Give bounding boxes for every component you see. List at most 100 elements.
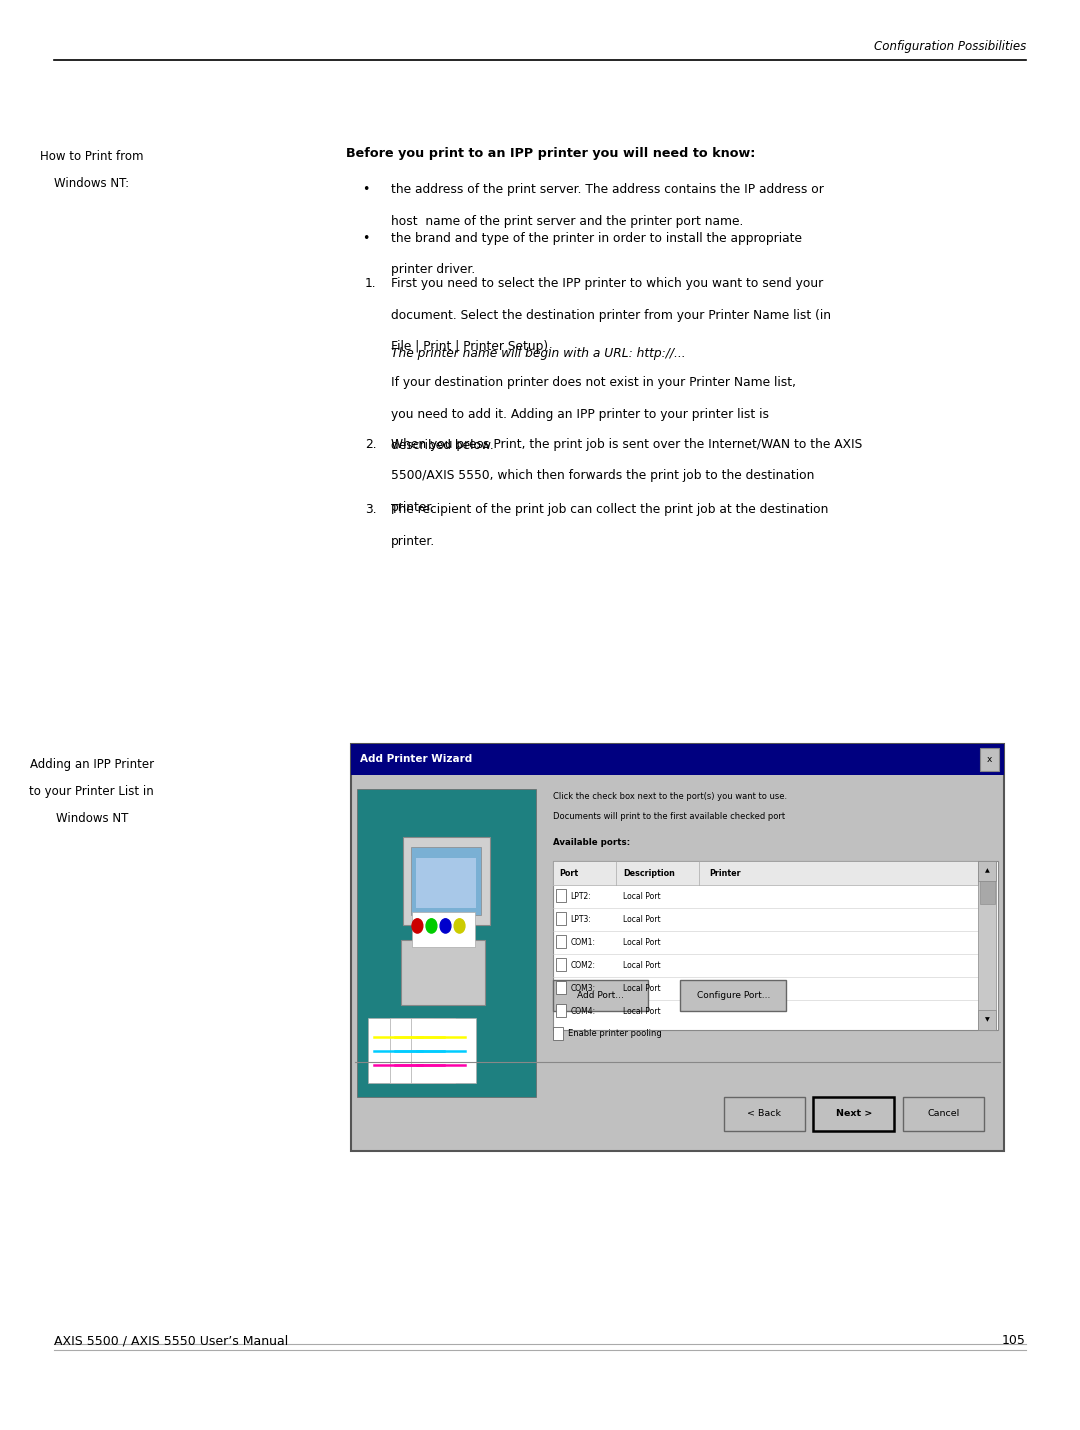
Text: COM4:: COM4: <box>570 1007 595 1015</box>
Text: The printer name will begin with a URL: http://...: The printer name will begin with a URL: … <box>391 347 686 360</box>
Text: Enable printer pooling: Enable printer pooling <box>568 1030 662 1038</box>
Text: If your destination printer does not exist in your Printer Name list,: If your destination printer does not exi… <box>391 376 796 389</box>
Bar <box>553 861 998 1030</box>
Text: Local Port: Local Port <box>623 1007 661 1015</box>
Text: Local Port: Local Port <box>623 892 661 901</box>
Bar <box>813 1097 894 1131</box>
Text: 5500/AXIS 5550, which then forwards the print job to the destination: 5500/AXIS 5550, which then forwards the … <box>391 469 814 482</box>
Text: 105: 105 <box>1002 1334 1026 1347</box>
Text: Local Port: Local Port <box>623 938 661 947</box>
Text: 4.: 4. <box>365 885 377 898</box>
Text: Port: Port <box>559 868 579 878</box>
Text: you need to add it. Adding an IPP printer to your printer list is: you need to add it. Adding an IPP printe… <box>391 408 769 420</box>
Text: Choose Add Printer. The Add Printer Wizard will start.: Choose Add Printer. The Add Printer Wiza… <box>391 855 716 868</box>
Text: File | Print | Printer Setup).: File | Print | Printer Setup). <box>391 340 552 353</box>
FancyBboxPatch shape <box>368 1018 433 1083</box>
Bar <box>357 789 536 1097</box>
Text: x: x <box>987 755 991 764</box>
Bar <box>980 748 999 771</box>
Text: 1.: 1. <box>365 277 377 290</box>
Text: The recipient of the print job can collect the print job at the destination: The recipient of the print job can colle… <box>391 503 828 516</box>
Bar <box>980 881 995 904</box>
Text: Configure Port...: Configure Port... <box>697 991 770 1000</box>
Bar <box>978 861 996 1030</box>
Text: Local Port: Local Port <box>623 984 661 992</box>
Bar <box>404 837 490 925</box>
Text: Before you print to an IPP printer you will need to know:: Before you print to an IPP printer you w… <box>346 147 755 160</box>
Bar <box>556 981 566 994</box>
Bar <box>413 912 475 948</box>
Bar <box>556 912 566 925</box>
Circle shape <box>441 919 451 934</box>
Text: Open Start | Settings | Printers.: Open Start | Settings | Printers. <box>391 828 582 841</box>
Text: First you need to select the IPP printer to which you want to send your: First you need to select the IPP printer… <box>391 277 823 290</box>
Text: Documents will print to the first available checked port: Documents will print to the first availa… <box>553 812 785 821</box>
Text: computer.: computer. <box>391 821 453 834</box>
Text: COM1:: COM1: <box>570 938 595 947</box>
Text: ▼: ▼ <box>985 1017 989 1022</box>
Bar <box>556 889 566 902</box>
Bar <box>978 1010 996 1030</box>
Text: host  name of the print server and the printer port name.: host name of the print server and the pr… <box>391 214 743 227</box>
Text: printer.: printer. <box>391 535 435 548</box>
Text: 2.: 2. <box>365 828 377 841</box>
Bar <box>553 980 648 1011</box>
Text: Description: Description <box>623 868 675 878</box>
Bar <box>417 858 475 908</box>
Text: 3.: 3. <box>365 503 377 516</box>
Text: Local Port: Local Port <box>623 915 661 924</box>
Text: to your Printer List in: to your Printer List in <box>29 785 154 798</box>
Bar <box>402 941 486 1005</box>
Text: COM3:: COM3: <box>570 984 595 992</box>
Text: document. Select the destination printer from your Printer Name list (in: document. Select the destination printer… <box>391 309 831 322</box>
Text: Install the Internet Printer Connection software from Hewlett Packard: Install the Internet Printer Connection … <box>391 758 815 771</box>
Text: 2.: 2. <box>365 438 377 450</box>
Text: described below.: described below. <box>391 439 494 452</box>
Bar <box>556 1004 566 1017</box>
Text: Next >: Next > <box>836 1110 872 1118</box>
Circle shape <box>455 919 464 934</box>
Text: LPT3:: LPT3: <box>570 915 591 924</box>
Text: 3.: 3. <box>365 855 377 868</box>
Bar <box>351 744 1004 775</box>
Circle shape <box>413 919 423 934</box>
Text: When you press Print, the print job is sent over the Internet/WAN to the AXIS: When you press Print, the print job is s… <box>391 438 862 450</box>
Text: Click the check box next to the port(s) you want to use.: Click the check box next to the port(s) … <box>553 792 787 801</box>
Bar <box>724 1097 805 1131</box>
Text: Next, the Wizard will ask you if you want to install on My Computer or on: Next, the Wizard will ask you if you wan… <box>391 885 839 898</box>
Text: LPT2:: LPT2: <box>570 892 591 901</box>
Text: Local Port: Local Port <box>623 961 661 970</box>
Text: COM2:: COM2: <box>570 961 595 970</box>
Text: 1.: 1. <box>365 758 377 771</box>
Text: the brand and type of the printer in order to install the appropriate: the brand and type of the printer in ord… <box>391 232 802 245</box>
Bar <box>553 1027 563 1040</box>
Bar <box>351 744 1004 1151</box>
Bar <box>978 861 996 881</box>
Text: Add Port...: Add Port... <box>577 991 624 1000</box>
Bar <box>441 922 454 937</box>
Text: Adding an IPP Printer: Adding an IPP Printer <box>30 758 153 771</box>
Text: Configuration Possibilities: Configuration Possibilities <box>874 40 1026 53</box>
Text: (can be downloaded from the Hewlett Packard Web site) on your: (can be downloaded from the Hewlett Pack… <box>391 789 787 802</box>
Text: How to Print from: How to Print from <box>40 150 144 163</box>
Bar <box>556 958 566 971</box>
Text: printer.: printer. <box>391 500 435 513</box>
Bar <box>411 847 482 915</box>
Bar <box>553 861 978 885</box>
Text: Windows NT:: Windows NT: <box>54 177 130 190</box>
Text: Available ports:: Available ports: <box>553 838 630 847</box>
Text: •: • <box>362 232 369 245</box>
Bar <box>680 980 786 1011</box>
Bar <box>428 934 467 944</box>
FancyBboxPatch shape <box>390 1018 455 1083</box>
Text: Cancel: Cancel <box>928 1110 959 1118</box>
Text: Add Printer Wizard: Add Printer Wizard <box>360 755 472 764</box>
Bar <box>556 935 566 948</box>
Bar <box>903 1097 984 1131</box>
Circle shape <box>427 919 437 934</box>
Text: the address of the print server. The address contains the IP address or: the address of the print server. The add… <box>391 183 824 196</box>
Text: Windows NT: Windows NT <box>55 812 129 825</box>
Text: a Network print  server. Choose My Computer and click Next.: a Network print server. Choose My Comput… <box>391 917 766 930</box>
Text: printer driver.: printer driver. <box>391 263 475 276</box>
Text: ▲: ▲ <box>985 868 989 874</box>
